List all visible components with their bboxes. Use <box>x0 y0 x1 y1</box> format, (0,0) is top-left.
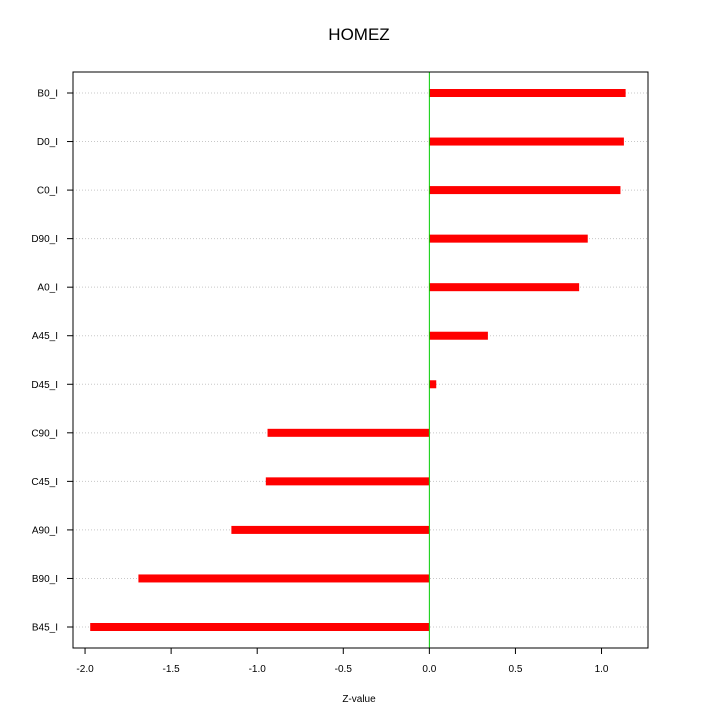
plot-frame <box>73 72 648 648</box>
bar <box>429 186 620 194</box>
y-tick-label: C90_I <box>31 428 58 439</box>
bars <box>90 89 625 631</box>
bar <box>231 526 429 534</box>
y-axis: B0_I D0_I C0_I D90_I A0_I A45_I D45_I C90_I C45_… <box>31 89 73 634</box>
x-tick-label: -1.5 <box>163 664 181 675</box>
chart-title: HOMEZ <box>328 25 389 44</box>
y-tick-label: B0_I <box>37 89 58 100</box>
bar <box>429 89 625 97</box>
y-tick-label: A45_I <box>32 331 58 342</box>
y-tick-label: B45_I <box>32 623 58 634</box>
x-tick-label: -0.5 <box>335 664 353 675</box>
y-tick-label: C45_I <box>31 477 58 488</box>
x-axis: -2.0 -1.5 -1.0 -0.5 0.0 0.5 1.0 <box>76 648 608 675</box>
x-tick-label: -1.0 <box>249 664 267 675</box>
bar <box>429 235 587 243</box>
x-axis-title: Z-value <box>342 694 376 705</box>
y-tick-label: D0_I <box>37 137 58 148</box>
x-tick-label: 0.0 <box>422 664 436 675</box>
bar <box>429 283 579 291</box>
y-tick-label: A0_I <box>37 283 58 294</box>
bar <box>266 477 430 485</box>
y-tick-label: C0_I <box>37 186 58 197</box>
y-tick-label: A90_I <box>32 525 58 536</box>
bar <box>138 574 429 582</box>
bar <box>429 138 624 146</box>
bar <box>268 429 430 437</box>
bar <box>90 623 429 631</box>
bar <box>429 332 488 340</box>
y-tick-label: D90_I <box>31 234 58 245</box>
bar <box>429 380 436 388</box>
grid-lines <box>73 93 648 627</box>
x-tick-label: 0.5 <box>508 664 522 675</box>
y-tick-label: D45_I <box>31 380 58 391</box>
x-tick-label: 1.0 <box>595 664 609 675</box>
y-tick-label: B90_I <box>32 574 58 585</box>
x-tick-label: -2.0 <box>76 664 94 675</box>
